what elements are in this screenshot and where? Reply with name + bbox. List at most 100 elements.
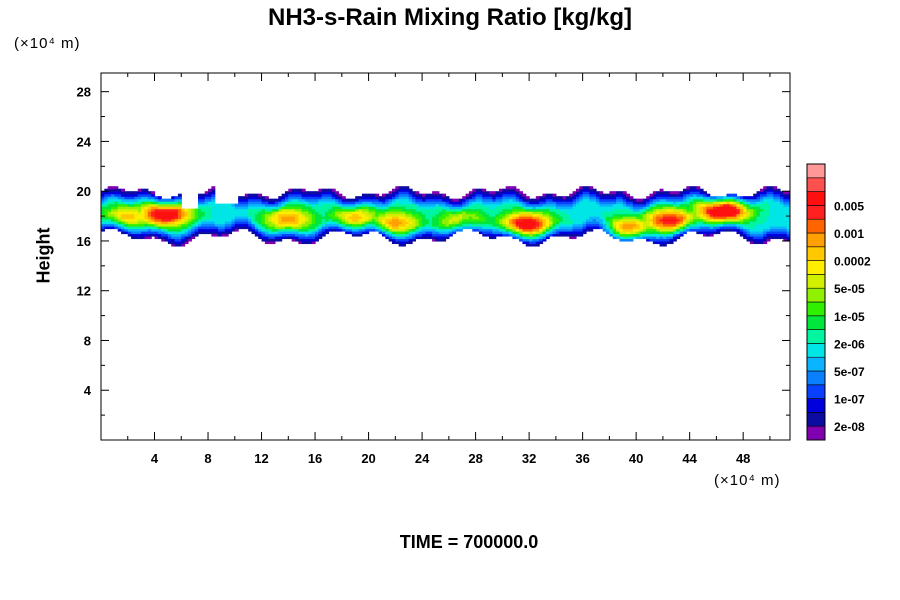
field-cell xyxy=(509,216,513,220)
field-cell xyxy=(104,191,109,195)
field-cell xyxy=(689,218,694,222)
field-cell xyxy=(776,228,781,232)
field-cell xyxy=(776,211,781,215)
field-cell xyxy=(739,208,744,212)
field-cell xyxy=(609,198,614,202)
field-cell xyxy=(137,221,142,225)
field-cell xyxy=(482,203,487,207)
field-cell xyxy=(405,201,410,205)
field-cell xyxy=(589,201,594,205)
field-cell xyxy=(659,193,664,197)
field-cell xyxy=(776,233,781,237)
field-cell xyxy=(251,223,256,227)
field-cell xyxy=(582,193,587,197)
field-cell xyxy=(562,223,567,227)
field-cell xyxy=(756,208,761,212)
field-cell xyxy=(472,221,477,225)
field-cell xyxy=(432,228,437,232)
field-cell xyxy=(649,228,654,232)
field-cell xyxy=(756,228,761,232)
field-cell xyxy=(191,216,196,220)
field-cell xyxy=(268,240,273,245)
field-cell xyxy=(706,231,711,235)
field-cell xyxy=(539,238,544,242)
field-cell xyxy=(612,203,617,207)
field-cell xyxy=(117,218,122,222)
field-cell xyxy=(753,221,758,225)
field-cell xyxy=(204,196,209,200)
field-cell xyxy=(458,201,463,205)
field-cell xyxy=(268,233,273,237)
field-cell xyxy=(335,201,340,205)
field-cell xyxy=(783,198,788,202)
field-cell xyxy=(425,216,430,220)
field-cell xyxy=(301,218,306,222)
field-cell xyxy=(585,216,590,220)
field-cell xyxy=(231,208,236,212)
field-cell xyxy=(666,223,671,227)
field-cell xyxy=(258,233,263,237)
field-cell xyxy=(706,198,711,202)
field-cell xyxy=(636,208,641,212)
field-cell xyxy=(773,196,778,200)
field-cell xyxy=(542,201,547,205)
field-cell xyxy=(522,223,527,227)
field-cell xyxy=(224,228,229,232)
field-cell xyxy=(448,228,453,232)
field-cell xyxy=(669,223,674,227)
field-cell xyxy=(525,233,530,237)
field-cell xyxy=(622,238,627,242)
field-cell xyxy=(612,196,617,200)
field-cell xyxy=(579,213,584,217)
field-cell xyxy=(679,228,684,232)
field-cell xyxy=(331,216,336,220)
field-cell xyxy=(662,206,667,210)
field-cell xyxy=(659,235,664,240)
field-cell xyxy=(425,233,430,237)
field-cell xyxy=(174,208,179,212)
field-cell xyxy=(111,203,115,207)
field-cell xyxy=(121,221,126,225)
field-cell xyxy=(425,193,430,197)
field-cell xyxy=(171,206,176,210)
field-cell xyxy=(305,226,309,230)
field-cell xyxy=(291,238,296,242)
field-cell xyxy=(375,203,380,207)
field-cell xyxy=(522,211,527,215)
field-cell xyxy=(515,208,520,212)
field-cell xyxy=(545,233,550,237)
field-cell xyxy=(134,206,139,210)
field-cell xyxy=(642,228,647,232)
field-cell xyxy=(412,226,416,230)
field-cell xyxy=(756,191,761,195)
field-cell xyxy=(218,218,222,222)
field-cell xyxy=(301,203,306,207)
field-cell xyxy=(432,211,437,215)
field-cell xyxy=(131,228,136,232)
field-cell xyxy=(141,193,146,197)
field-cell xyxy=(425,208,430,212)
field-cell xyxy=(445,208,450,212)
field-cell xyxy=(432,196,437,200)
field-cell xyxy=(743,201,748,205)
field-cell xyxy=(529,228,534,232)
field-cell xyxy=(569,228,574,232)
field-cell xyxy=(338,228,343,232)
field-cell xyxy=(294,201,299,205)
field-cell xyxy=(555,228,560,232)
field-cell xyxy=(131,196,136,200)
field-cell xyxy=(445,235,450,240)
field-cell xyxy=(241,196,246,200)
field-cell xyxy=(552,213,557,217)
field-cell xyxy=(271,218,276,222)
field-cell xyxy=(147,211,152,215)
field-cell xyxy=(261,198,266,202)
field-cell xyxy=(495,231,500,235)
x-tick-label: 4 xyxy=(151,451,159,466)
field-cell xyxy=(422,198,427,202)
field-cell xyxy=(458,228,463,232)
field-cell xyxy=(375,193,380,197)
field-cell xyxy=(736,221,741,225)
field-cell xyxy=(585,211,590,215)
field-cell xyxy=(402,206,406,210)
